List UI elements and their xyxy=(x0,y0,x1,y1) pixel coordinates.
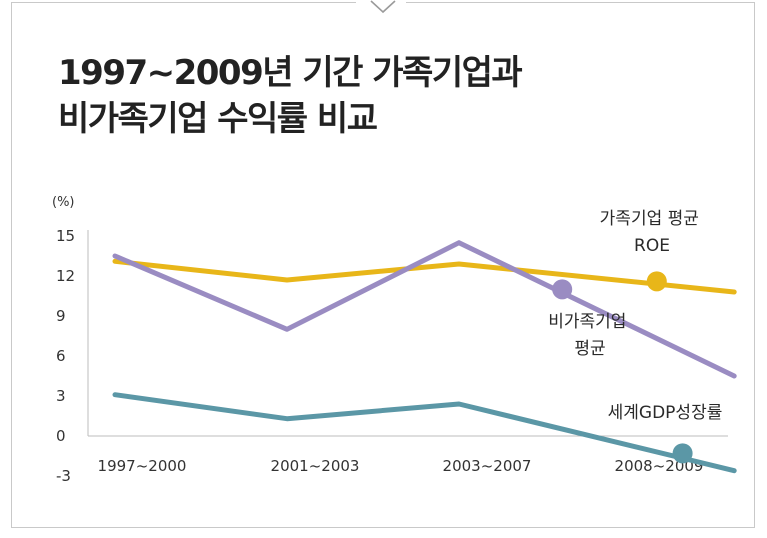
y-tick-label: 9 xyxy=(56,307,66,325)
series-line-family-roe xyxy=(112,258,737,295)
y-tick-label: 0 xyxy=(56,427,66,445)
y-tick-label: 12 xyxy=(56,267,75,285)
x-tick-labels: 1997~2000 2001~2003 2003~2007 2008~2009 xyxy=(98,457,704,475)
series-marker-family-roe xyxy=(646,271,667,292)
series-markers xyxy=(552,271,693,464)
series-label-nonfamily-line-2: 평균 xyxy=(574,339,605,359)
series-label-world-gdp-line-1: 세계GDP성장률 xyxy=(608,403,723,423)
x-tick-label: 2001~2003 xyxy=(271,457,360,475)
y-tick-labels: 15 12 9 6 3 0 -3 xyxy=(56,227,75,485)
series-marker-world-gdp xyxy=(672,443,693,464)
series-line-world-gdp xyxy=(112,392,737,474)
series-line-nonfamily xyxy=(112,240,737,379)
chart-title-line-1: 1997~2009년 기간 가족기업과 xyxy=(58,53,523,93)
series-lines xyxy=(112,240,737,474)
series-label-family-roe: 가족기업 평균 ROE xyxy=(600,209,705,256)
chart-title-line-2: 비가족기업 수익률 비교 xyxy=(58,99,378,139)
y-tick-label: 15 xyxy=(56,227,75,245)
series-label-family-roe-line-1: 가족기업 평균 xyxy=(600,209,699,229)
y-tick-label: 3 xyxy=(56,387,66,405)
y-tick-label: -3 xyxy=(56,467,71,485)
card-notch xyxy=(356,0,406,6)
series-label-nonfamily: 비가족기업 평균 xyxy=(548,312,632,359)
series-label-family-roe-line-2: ROE xyxy=(634,236,670,256)
series-label-nonfamily-line-1: 비가족기업 xyxy=(548,312,626,332)
series-marker-nonfamily xyxy=(552,279,573,300)
series-label-world-gdp: 세계GDP성장률 xyxy=(608,403,723,423)
chart-title: 1997~2009년 기간 가족기업과 비가족기업 수익률 비교 xyxy=(58,50,523,142)
x-tick-label: 1997~2000 xyxy=(98,457,187,475)
y-axis-label: (%) xyxy=(52,195,75,210)
y-tick-label: 6 xyxy=(56,347,66,365)
x-tick-label: 2003~2007 xyxy=(443,457,532,475)
card-notch-chevron xyxy=(370,0,396,14)
